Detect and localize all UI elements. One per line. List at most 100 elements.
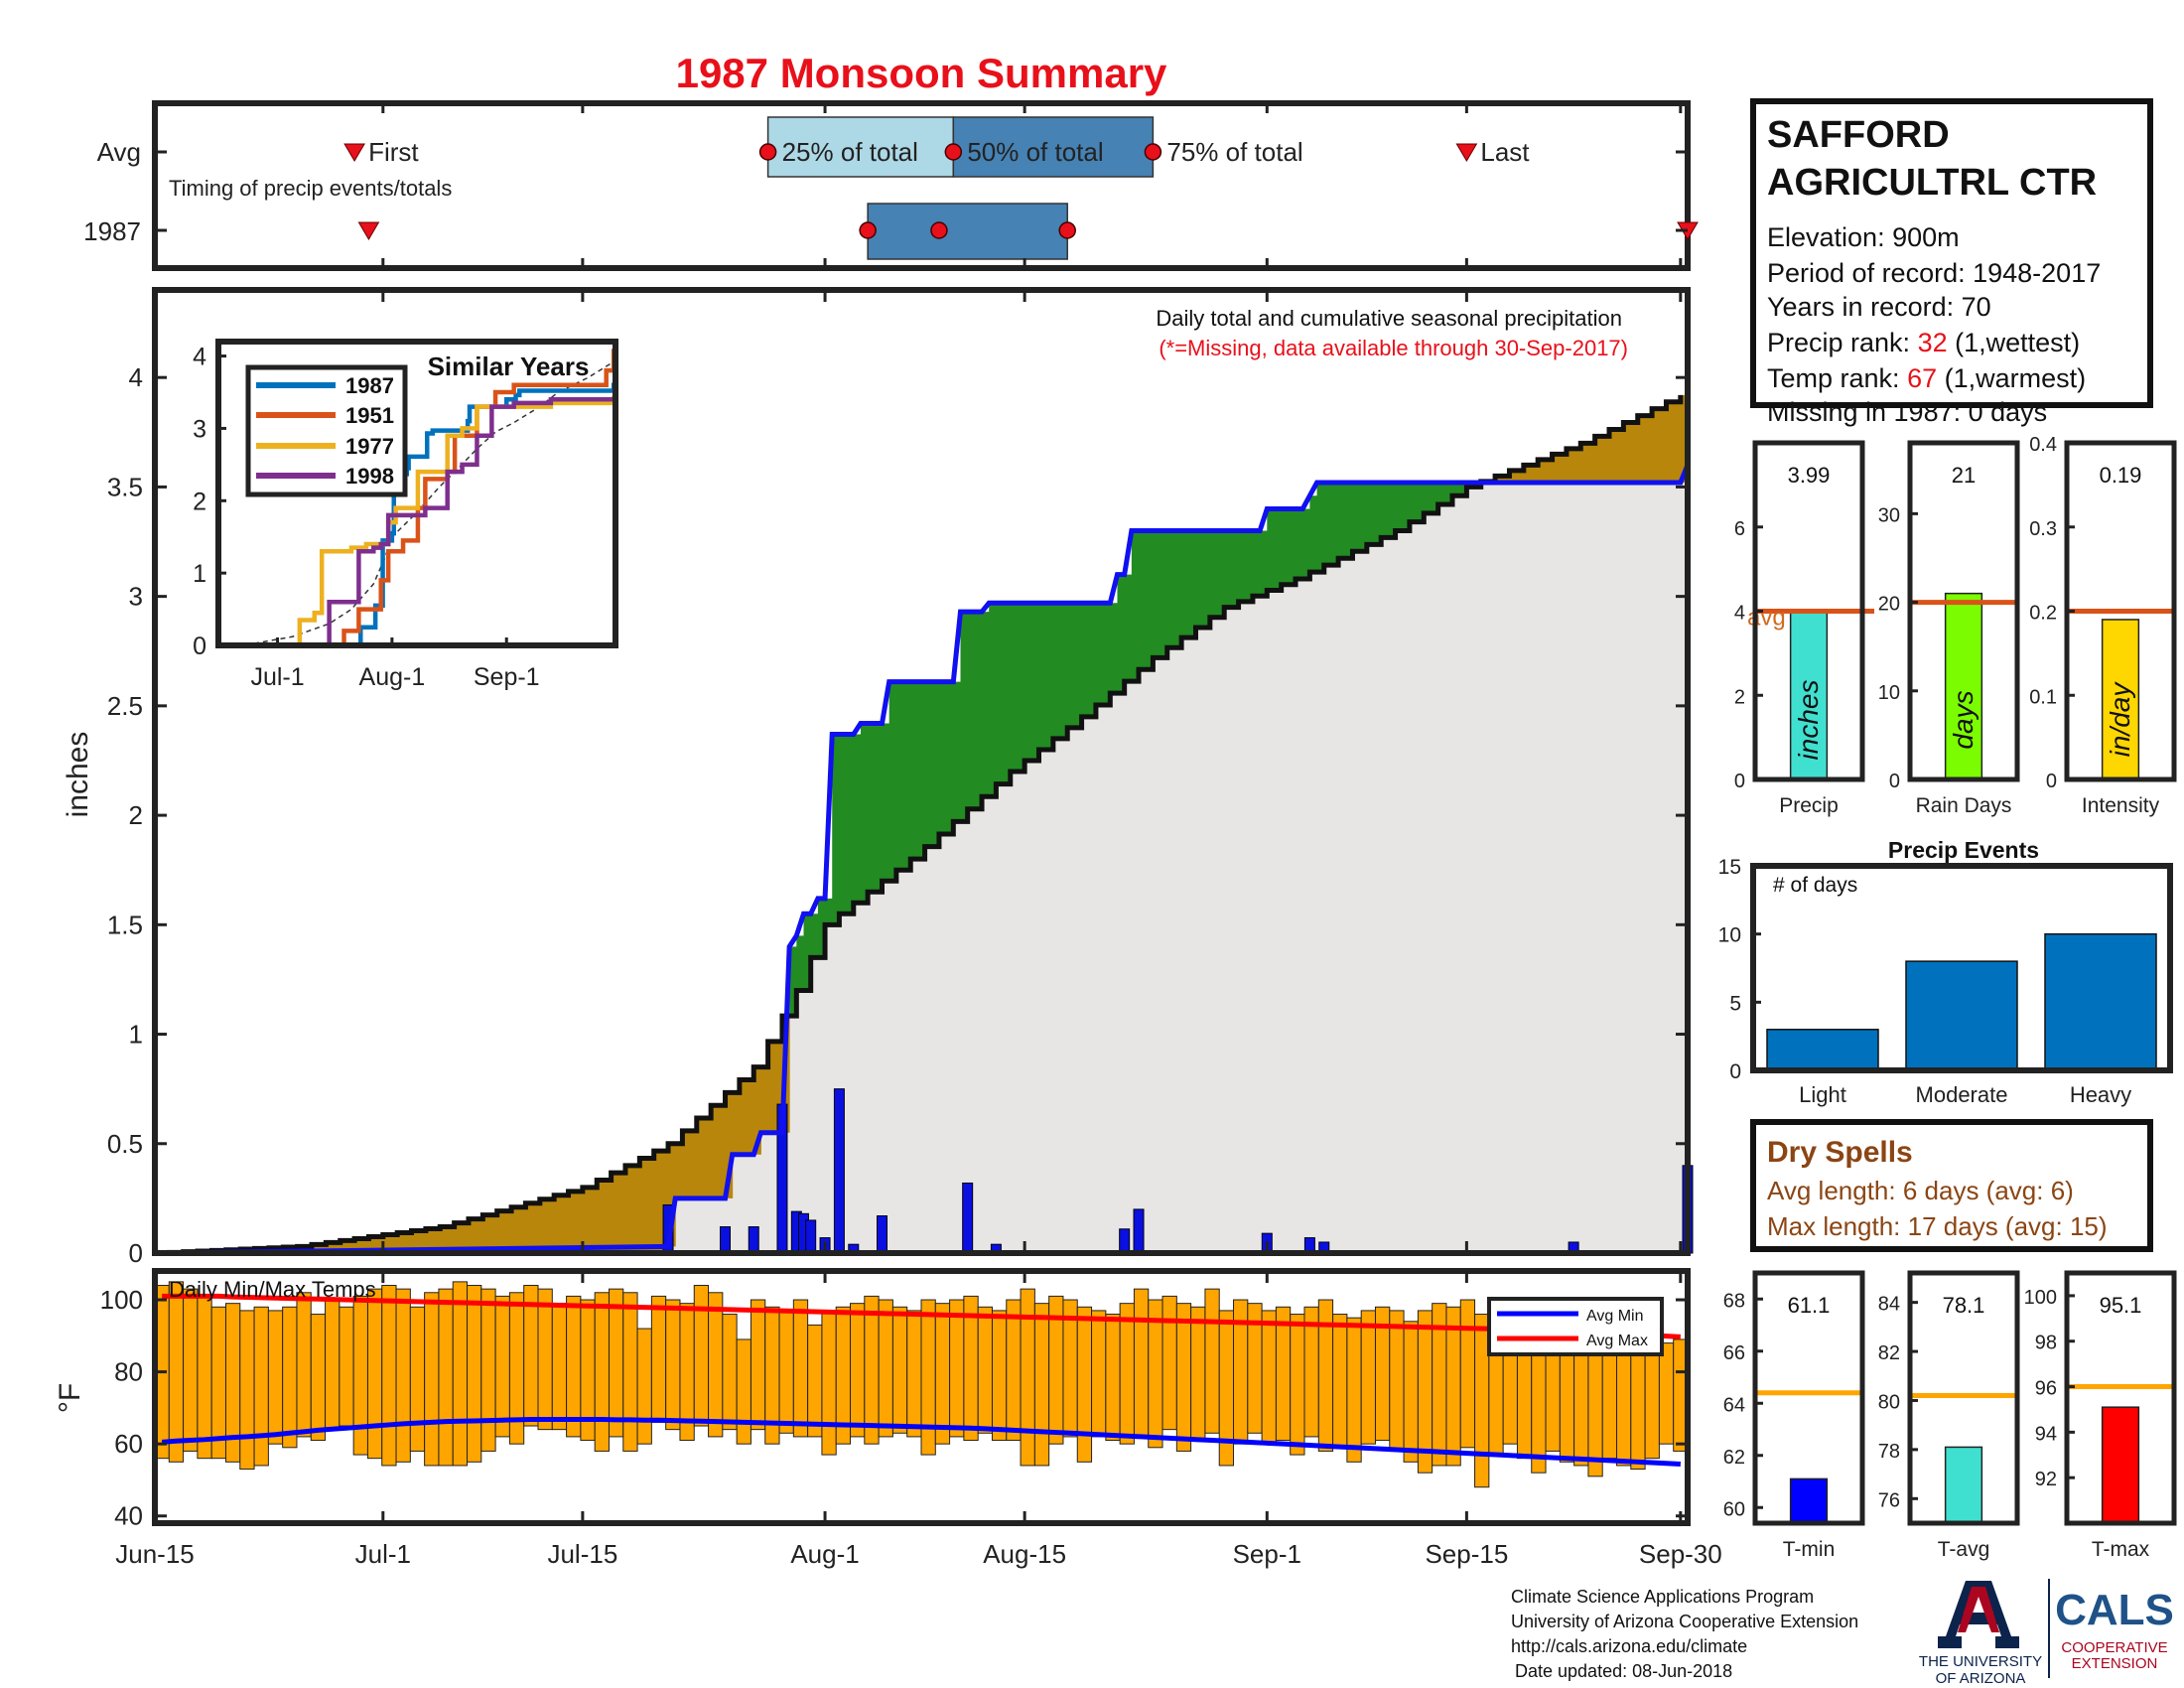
footer-line4: Date updated: 08-Jun-2018 xyxy=(1515,1661,1732,1681)
daily-temp-bar xyxy=(1389,1310,1405,1452)
main-y-tick-label: 0 xyxy=(129,1238,143,1268)
precip-summary-2-y-tick-label: 0.2 xyxy=(2029,603,2057,625)
station-period: Period of record: 1948-2017 xyxy=(1767,258,2101,288)
precip-summary-1-frame xyxy=(1907,440,2020,782)
precip-summary-2-y-tick-label: 0 xyxy=(2046,771,2057,792)
year-bar-50-75 xyxy=(867,203,1068,260)
inset-series-1951 xyxy=(218,349,616,648)
temp-summary-1-y-tick-label: 84 xyxy=(1878,1294,1900,1316)
temps-y-tick-label: 80 xyxy=(114,1357,143,1387)
precip-summary-2-unit-label: in/day xyxy=(2105,681,2135,758)
date-axis-label: Jul-1 xyxy=(355,1539,411,1569)
dry-spells-frame xyxy=(1750,1119,2153,1252)
daily-precip-bar xyxy=(748,1226,759,1254)
date-axis-label: Sep-1 xyxy=(1233,1539,1301,1569)
dry-spells-max-length: Max length: 17 days (avg: 15) xyxy=(1767,1211,2108,1241)
main-y-tick-label: 3.5 xyxy=(107,472,143,501)
inset-y-tick-label: 2 xyxy=(193,488,206,515)
avg-p75-marker xyxy=(1144,143,1162,161)
daily-temp-bar xyxy=(366,1288,383,1460)
precip-events-y-tick-label: 5 xyxy=(1729,992,1741,1015)
date-axis-label: Aug-1 xyxy=(790,1539,859,1569)
daily-temp-bar xyxy=(267,1310,284,1445)
ua-logo-line1: THE UNIVERSITY xyxy=(1919,1653,2042,1670)
temps-frame xyxy=(152,1268,1691,1526)
station-name-line1: SAFFORD xyxy=(1767,114,1950,156)
temps-legend-box xyxy=(1487,1297,1664,1356)
daily-temp-bar xyxy=(1403,1321,1419,1463)
precip-events-bar xyxy=(1766,1029,1879,1071)
temps-y-tick-label: 60 xyxy=(114,1429,143,1459)
avg-bar-50-75 xyxy=(952,116,1155,178)
legend-label-1951: 1951 xyxy=(345,403,394,428)
footer-line1: Climate Science Applications Program xyxy=(1511,1587,1814,1607)
cals-logo: CALS COOPERATIVE EXTENSION xyxy=(2055,1586,2174,1672)
daily-temp-bar xyxy=(452,1281,469,1467)
daily-temp-bar xyxy=(878,1299,893,1438)
footer-line2: University of Arizona Cooperative Extens… xyxy=(1511,1612,1858,1631)
inset-series-1987 xyxy=(218,355,618,648)
figure-title: 1987 Monsoon Summary xyxy=(676,50,1167,96)
temps-title: Daily Min/Max Temps xyxy=(169,1277,376,1302)
footer-line3: http://cals.arizona.edu/climate xyxy=(1511,1636,1747,1656)
precip-events-panel: Precip Events Light Moderate Heavy 0 5 10 15 #… xyxy=(1718,837,2173,1107)
temp-summary-0-value-label: 61.1 xyxy=(1788,1293,1831,1318)
station-missing: Missing in 1987: 0 days xyxy=(1767,397,2047,427)
daily-temp-bar xyxy=(1261,1310,1277,1445)
temp-summary-2-bar xyxy=(2101,1406,2140,1524)
daily-temp-bar xyxy=(864,1295,880,1445)
daily-precip-bar xyxy=(833,1088,845,1254)
inset-x-tick-label: Aug-1 xyxy=(359,663,426,691)
daily-temp-bar xyxy=(1360,1310,1376,1445)
daily-temp-bar xyxy=(1119,1303,1135,1445)
daily-temp-bar xyxy=(850,1303,866,1438)
inset-x-tick-label: Jul-1 xyxy=(250,663,304,691)
daily-temp-bar xyxy=(1105,1314,1121,1442)
daily-temp-bar xyxy=(1616,1338,1632,1467)
temp-summary-0-bar xyxy=(1789,1477,1829,1524)
timing-label-last: Last xyxy=(1480,137,1530,167)
year-first-marker xyxy=(357,221,380,240)
main-precip-title: Daily total and cumulative seasonal prec… xyxy=(1156,306,1622,331)
temps-ylabel: °F xyxy=(54,1383,86,1413)
daily-precip-bar xyxy=(1133,1208,1145,1254)
below-both-area xyxy=(155,394,1688,1253)
daily-temp-bar xyxy=(1161,1295,1177,1431)
daily-temp-bar xyxy=(197,1295,212,1460)
main-precip-frame xyxy=(152,287,1691,1256)
legend-label-avg-min: Avg Min xyxy=(1586,1308,1644,1325)
temps-legend: Avg Min Avg Max xyxy=(1487,1297,1664,1356)
timing-subtitle: Timing of precip events/totals xyxy=(169,176,452,201)
daily-temp-bar xyxy=(1204,1288,1220,1434)
precip-summary-0-category-label: Precip xyxy=(1779,794,1839,817)
precip-summary-1-value-label: 21 xyxy=(1952,463,1976,488)
date-axis-label: Sep-15 xyxy=(1425,1539,1508,1569)
temp-summary-0-frame xyxy=(1752,1270,1865,1526)
avg-last-marker xyxy=(1455,143,1478,162)
timing-label-first: First xyxy=(368,137,419,167)
avg-min-line xyxy=(161,1417,1681,1467)
station-name-line2: AGRICULTRL CTR xyxy=(1767,162,2097,204)
precip-events-title: Precip Events xyxy=(1888,837,2039,863)
daily-temp-bar xyxy=(594,1292,610,1452)
daily-temp-bar xyxy=(381,1285,397,1467)
daily-temp-bar xyxy=(665,1299,681,1431)
ua-logo-line2: OF ARIZONA xyxy=(1936,1670,2026,1687)
daily-temp-bar xyxy=(708,1292,724,1438)
inset-title: Similar Years xyxy=(428,352,590,381)
precip-summary-0-value-label: 3.99 xyxy=(1788,463,1831,488)
university-of-arizona-logo: THE UNIVERSITY OF ARIZONA xyxy=(1919,1579,2050,1687)
precip-events-category-label: Light xyxy=(1799,1082,1846,1107)
precip-events-y-tick-label: 15 xyxy=(1718,856,1741,879)
inset-y-tick-label: 4 xyxy=(193,344,206,371)
temp-summary-1-y-tick-label: 80 xyxy=(1878,1391,1900,1413)
inset-y-tick-label: 3 xyxy=(193,415,206,443)
inset-x-tick-label: Sep-1 xyxy=(474,663,540,691)
daily-temp-bar xyxy=(325,1299,341,1431)
dry-spells-avg-length: Avg length: 6 days (avg: 6) xyxy=(1767,1176,2074,1205)
precip-summary-2-y-tick-label: 0.4 xyxy=(2029,434,2057,456)
avg-cumulative-line xyxy=(155,394,1684,1256)
date-axis-label: Sep-30 xyxy=(1639,1539,1722,1569)
daily-temp-bar xyxy=(1573,1342,1589,1467)
